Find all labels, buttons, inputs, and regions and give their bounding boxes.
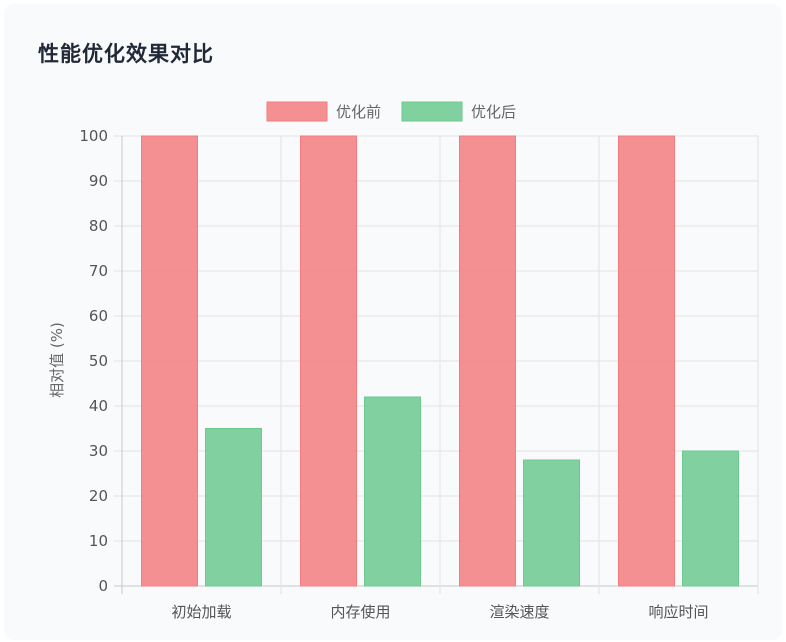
- x-tick-label: 内存使用: [330, 603, 390, 621]
- bar-after: [364, 396, 421, 587]
- bar-before: [618, 135, 675, 587]
- y-tick-label: 90: [89, 172, 108, 190]
- y-axis-title: 相对值 (%): [48, 322, 66, 398]
- y-tick-label: 0: [98, 577, 108, 595]
- y-tick-label: 10: [89, 532, 108, 550]
- bars: [141, 135, 739, 587]
- page-title: 性能优化效果对比: [38, 42, 214, 66]
- bar-before: [141, 135, 198, 587]
- bar-after: [682, 450, 739, 587]
- legend-label: 优化前: [336, 103, 381, 121]
- bar-after: [523, 459, 580, 587]
- x-tick-label: 渲染速度: [489, 603, 549, 621]
- x-axis-ticks: 初始加载 内存使用 渲染速度 响应时间: [171, 603, 708, 621]
- y-tick-label: 100: [79, 127, 108, 145]
- y-tick-label: 60: [89, 307, 108, 325]
- bar-after: [205, 428, 262, 587]
- legend-swatch: [401, 101, 463, 122]
- legend-label: 优化后: [471, 103, 516, 121]
- x-tick-label: 初始加载: [171, 603, 231, 621]
- y-tick-label: 70: [89, 262, 108, 280]
- bar-before: [300, 135, 357, 587]
- legend: 优化前 优化后: [266, 101, 516, 122]
- y-axis-ticks: 0 10 20 30 40 50 60 70 80 90 100: [79, 127, 108, 595]
- legend-swatch: [266, 101, 328, 122]
- y-tick-label: 80: [89, 217, 108, 235]
- bar-before: [459, 135, 516, 587]
- x-tick-label: 响应时间: [648, 603, 708, 621]
- y-tick-label: 20: [89, 487, 108, 505]
- y-tick-label: 30: [89, 442, 108, 460]
- y-tick-label: 40: [89, 397, 108, 415]
- y-tick-label: 50: [89, 352, 108, 370]
